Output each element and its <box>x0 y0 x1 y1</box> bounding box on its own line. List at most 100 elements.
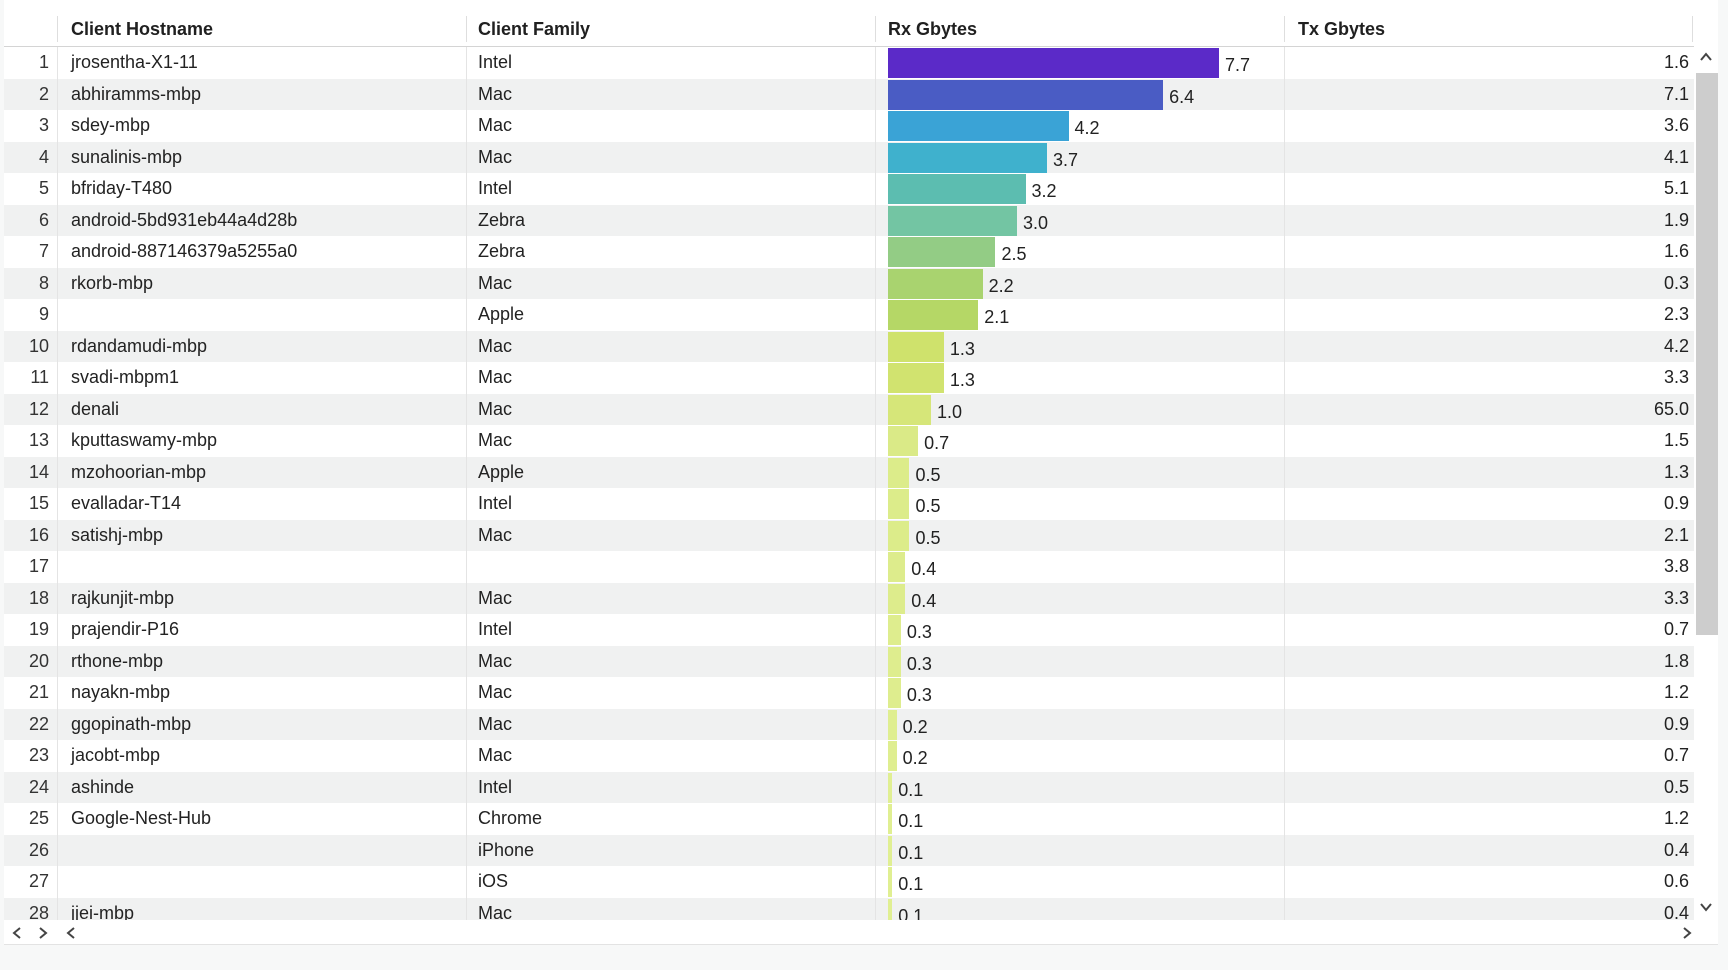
vertical-scrollbar[interactable] <box>1694 47 1718 920</box>
row-number: 27 <box>28 871 49 891</box>
client-family: Apple <box>478 461 525 482</box>
table-row[interactable]: 22 ggopinath-mbp Mac 0.9 0.2 <box>4 708 1694 740</box>
table-row[interactable]: 14 mzohoorian-mbp Apple 1.3 0.5 <box>4 456 1694 488</box>
rx-bar <box>888 268 983 299</box>
row-number: 16 <box>28 524 49 545</box>
rx-bar <box>888 300 979 330</box>
table-row[interactable]: 4 sunalinis-mbp Mac 4.1 3.7 <box>4 141 1694 173</box>
client-family: Zebra <box>478 209 526 230</box>
tx-value: 5.1 <box>1663 178 1689 198</box>
client-family: Chrome <box>478 808 543 828</box>
client-hostname: prajendir-P16 <box>71 619 180 639</box>
client-hostname: abhiramms-mbp <box>71 83 202 104</box>
rx-value: 0.1 <box>898 779 924 800</box>
row-number: 12 <box>28 398 49 419</box>
column-divider[interactable] <box>1284 16 1285 42</box>
row-number: 8 <box>38 272 49 293</box>
rx-bar <box>888 898 893 920</box>
horizontal-scrollbar[interactable] <box>4 920 1718 944</box>
rx-value: 0.2 <box>902 748 928 768</box>
table-row[interactable]: 20 rthone-mbp Mac 1.8 0.3 <box>4 645 1694 677</box>
table-row[interactable]: 28 jjei-mbp Mac 0.4 0.1 <box>4 897 1694 921</box>
column-line <box>466 47 467 920</box>
client-hostname: Google-Nest-Hub <box>71 808 212 828</box>
table-row[interactable]: 26 iPhone 0.4 0.1 <box>4 834 1694 866</box>
rx-value: 0.3 <box>906 622 932 642</box>
column-divider[interactable] <box>875 16 876 42</box>
rx-value: 0.1 <box>898 811 924 831</box>
column-divider[interactable] <box>466 16 467 42</box>
row-number: 28 <box>28 902 49 921</box>
chevron-left-icon[interactable] <box>10 925 24 943</box>
column-header-tx[interactable]: Tx Gbytes <box>1298 19 1386 39</box>
table-row[interactable]: 8 rkorb-mbp Mac 0.3 2.2 <box>4 267 1694 299</box>
column-divider[interactable] <box>1692 16 1693 42</box>
rx-bar <box>888 678 901 708</box>
table-row[interactable]: 12 denali Mac 65.0 1.0 <box>4 393 1694 425</box>
tx-value: 0.9 <box>1663 493 1689 513</box>
table-row[interactable]: 6 android-5bd931eb44a4d28b Zebra 1.9 3.0 <box>4 204 1694 236</box>
rx-bar <box>888 583 906 614</box>
rx-value: 6.4 <box>1169 86 1195 107</box>
rx-value: 1.0 <box>936 401 963 422</box>
table-body: 1 jrosentha-X1-11 Intel 1.6 7.7 2 abhiramms-mb… <box>4 47 1694 920</box>
rx-value: 0.5 <box>915 527 941 548</box>
column-line <box>1284 47 1285 920</box>
client-hostname: jrosentha-X1-11 <box>71 52 198 72</box>
chevron-down-icon[interactable] <box>1699 899 1713 917</box>
chevron-up-icon[interactable] <box>1699 49 1713 67</box>
rx-value: 3.7 <box>1053 149 1079 170</box>
rx-bar <box>888 835 893 866</box>
rx-value: 3.0 <box>1022 212 1048 233</box>
row-number: 11 <box>30 367 49 387</box>
row-number: 6 <box>38 209 49 230</box>
chevron-left-icon[interactable] <box>64 925 78 943</box>
tx-value: 1.6 <box>1663 241 1689 261</box>
scrollbar-thumb[interactable] <box>1696 73 1718 635</box>
table-row[interactable]: 11 svadi-mbpm1 Mac 3.3 1.3 <box>4 362 1694 394</box>
rx-bar <box>888 772 893 803</box>
table-row[interactable]: 10 rdandamudi-mbp Mac 4.2 1.3 <box>4 330 1694 362</box>
table-row[interactable]: 9 Apple 2.3 2.1 <box>4 299 1694 331</box>
tx-value: 0.9 <box>1663 713 1689 734</box>
client-family: iPhone <box>478 839 535 860</box>
column-header-rx[interactable]: Rx Gbytes <box>888 19 978 39</box>
client-hostname: sdey-mbp <box>71 115 151 135</box>
row-number: 1 <box>38 52 49 72</box>
client-family: Mac <box>478 587 513 608</box>
client-family: Intel <box>478 178 513 198</box>
table-row[interactable]: 3 sdey-mbp Mac 3.6 4.2 <box>4 110 1694 142</box>
table-row[interactable]: 19 prajendir-P16 Intel 0.7 0.3 <box>4 614 1694 646</box>
tx-value: 3.3 <box>1663 367 1689 387</box>
table-row[interactable]: 15 evalladar-T14 Intel 0.9 0.5 <box>4 488 1694 520</box>
client-hostname: svadi-mbpm1 <box>71 367 180 387</box>
table-row[interactable]: 7 android-887146379a5255a0 Zebra 1.6 2.5 <box>4 236 1694 268</box>
table-row[interactable]: 18 rajkunjit-mbp Mac 3.3 0.4 <box>4 582 1694 614</box>
table-row[interactable]: 17 3.8 0.4 <box>4 551 1694 583</box>
row-number: 5 <box>38 178 49 198</box>
chevron-right-icon[interactable] <box>36 925 50 943</box>
table-row[interactable]: 1 jrosentha-X1-11 Intel 1.6 7.7 <box>4 47 1694 79</box>
client-hostname: rdandamudi-mbp <box>71 335 208 356</box>
rx-bar <box>888 205 1017 236</box>
table-row[interactable]: 23 jacobt-mbp Mac 0.7 0.2 <box>4 740 1694 772</box>
table-row[interactable]: 16 satishj-mbp Mac 2.1 0.5 <box>4 519 1694 551</box>
client-hostname: sunalinis-mbp <box>71 146 183 167</box>
table-row[interactable]: 24 ashinde Intel 0.5 0.1 <box>4 771 1694 803</box>
rx-bar <box>888 363 944 393</box>
table-row[interactable]: 21 nayakn-mbp Mac 1.2 0.3 <box>4 677 1694 709</box>
client-family: Intel <box>478 52 513 72</box>
chevron-right-icon[interactable] <box>1680 925 1694 943</box>
client-family: Mac <box>478 83 513 104</box>
table-row[interactable]: 27 iOS 0.6 0.1 <box>4 866 1694 898</box>
table-row[interactable]: 25 Google-Nest-Hub Chrome 1.2 0.1 <box>4 803 1694 835</box>
column-header-hostname[interactable]: Client Hostname <box>71 19 214 39</box>
row-number: 3 <box>38 115 49 135</box>
table-row[interactable]: 5 bfriday-T480 Intel 5.1 3.2 <box>4 173 1694 205</box>
table-row[interactable]: 13 kputtaswamy-mbp Mac 1.5 0.7 <box>4 425 1694 457</box>
table-row[interactable]: 2 abhiramms-mbp Mac 7.1 6.4 <box>4 78 1694 110</box>
column-header-family[interactable]: Client Family <box>478 19 591 39</box>
column-divider[interactable] <box>57 16 58 42</box>
rx-value: 0.4 <box>911 590 937 611</box>
rx-bar <box>888 615 901 645</box>
